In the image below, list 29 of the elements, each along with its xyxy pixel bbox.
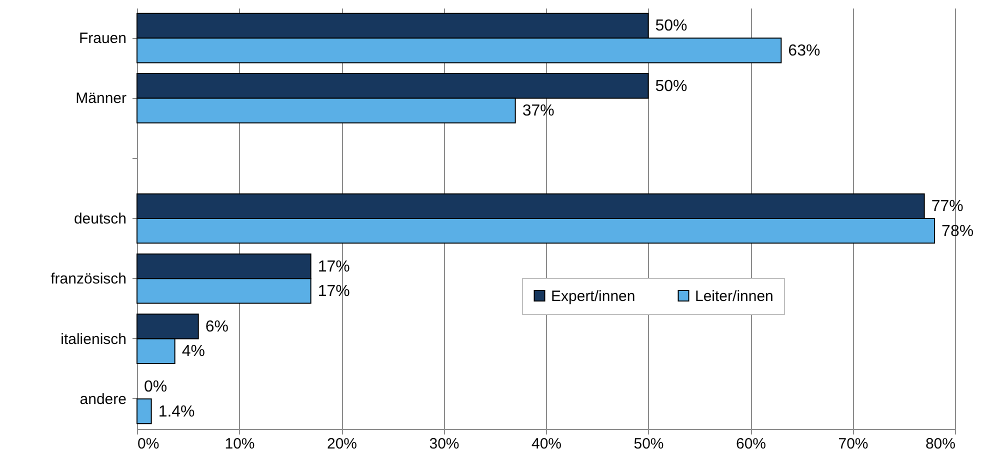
data-label: 6% — [205, 318, 228, 336]
data-label: 63% — [788, 42, 820, 60]
legend-label: Leiter/innen — [695, 288, 774, 305]
data-label: 78% — [942, 222, 974, 240]
y-tick-label: Frauen — [78, 30, 126, 48]
data-label: 50% — [655, 18, 688, 35]
x-tick-label: 0% — [138, 436, 160, 452]
x-tick-label: 40% — [531, 436, 562, 452]
x-tick-label: 70% — [838, 436, 868, 452]
data-label: 37% — [522, 102, 554, 120]
data-label: 50% — [655, 78, 688, 95]
y-tick-label: andere — [80, 390, 126, 408]
data-label: 1.4% — [158, 403, 195, 420]
y-tick-label: französisch — [50, 270, 126, 288]
x-tick-label: 50% — [634, 436, 664, 452]
x-tick-label: 80% — [925, 436, 956, 452]
legend-label: Expert/innen — [551, 288, 636, 305]
data-label: 0% — [144, 378, 168, 396]
x-tick-label: 20% — [326, 436, 358, 452]
x-tick-label: 60% — [736, 436, 766, 452]
data-label: 17% — [318, 282, 350, 300]
data-label: 17% — [318, 258, 350, 276]
data-label: 77% — [931, 198, 964, 216]
y-tick-label: Männer — [76, 90, 127, 108]
y-tick-label: deutsch — [74, 210, 126, 228]
y-tick-label: italienisch — [60, 330, 126, 348]
x-tick-label: 30% — [429, 436, 460, 452]
data-label: 4% — [182, 343, 205, 360]
x-tick-label: 10% — [224, 436, 255, 452]
